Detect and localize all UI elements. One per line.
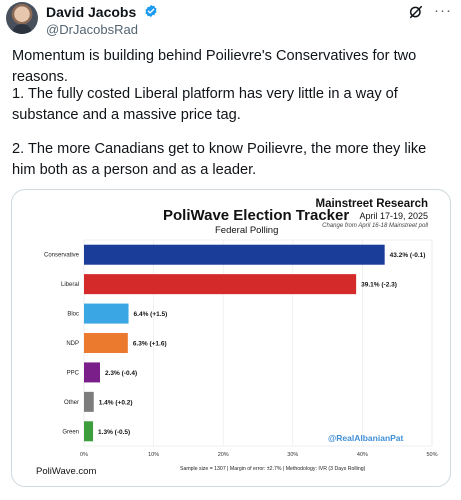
tweet-paragraph-3: 2. The more Canadians get to know Poilie… xyxy=(12,141,427,178)
data-label: 39.1% (-2.3) xyxy=(361,282,397,289)
source-title: Mainstreet Research xyxy=(315,198,429,210)
x-tick-label: 50% xyxy=(426,452,437,458)
bar xyxy=(84,391,94,412)
bar xyxy=(84,421,94,442)
author-name[interactable]: David Jacobs xyxy=(46,4,137,20)
x-tick-label: 20% xyxy=(218,452,229,458)
x-tick-label: 10% xyxy=(148,452,159,458)
data-label: 1.4% (+0.2) xyxy=(99,399,133,406)
author-handle[interactable]: @DrJacobsRad xyxy=(46,22,138,37)
tweet-paragraph-1: Momentum is building behind Poilievre's … xyxy=(12,48,417,85)
category-label: Other xyxy=(64,400,79,406)
tweet-image-card[interactable]: 0% 10% 20% 30% 40% 50% Conservative 43.2% (-0.1… xyxy=(11,189,451,487)
category-label: Liberal xyxy=(61,282,79,288)
tweet-paragraph-2: 1. The fully costed Liberal platform has… xyxy=(12,86,398,123)
data-label: 2.3% (-0.4) xyxy=(105,370,137,377)
category-label: Conservative xyxy=(44,253,80,259)
change-note: Change from April 16-18 Mainstreet poll xyxy=(322,223,428,229)
x-tick-label: 40% xyxy=(357,452,368,458)
footer-methodology: Sample size = 1307 | Margin of error: ±2… xyxy=(180,466,366,472)
footer-site: PoliWave.com xyxy=(36,466,97,477)
category-label: Bloc xyxy=(67,312,79,318)
bar xyxy=(84,274,357,295)
bar xyxy=(84,332,128,354)
watermark-handle: @RealAlbanianPat xyxy=(328,433,404,443)
x-tick-label: 30% xyxy=(287,452,298,458)
chart-title: PoliWave Election Tracker xyxy=(163,207,350,224)
category-label: NDP xyxy=(66,341,79,347)
poll-bar-chart: 0% 10% 20% 30% 40% 50% Conservative 43.2% (-0.1… xyxy=(44,239,438,458)
category-label: PPC xyxy=(67,370,80,376)
bar xyxy=(84,303,129,324)
category-label: Green xyxy=(62,429,79,435)
tweet-header: David Jacobs @DrJacobsRad ··· xyxy=(0,0,461,40)
bar xyxy=(84,362,101,383)
data-label: 6.4% (+1.5) xyxy=(134,311,168,318)
chart-subtitle: Federal Polling xyxy=(215,225,279,236)
grok-icon[interactable] xyxy=(408,4,424,20)
data-label: 6.3% (+1.6) xyxy=(133,341,167,348)
more-options-icon[interactable]: ··· xyxy=(434,2,452,19)
data-label: 1.3% (-0.5) xyxy=(98,429,130,436)
bar xyxy=(84,244,385,265)
data-label: 43.2% (-0.1) xyxy=(390,252,426,259)
x-tick-label: 0% xyxy=(80,452,88,458)
avatar[interactable] xyxy=(6,2,38,34)
poll-dates: April 17-19, 2025 xyxy=(359,211,428,221)
verified-badge-icon xyxy=(145,4,157,18)
